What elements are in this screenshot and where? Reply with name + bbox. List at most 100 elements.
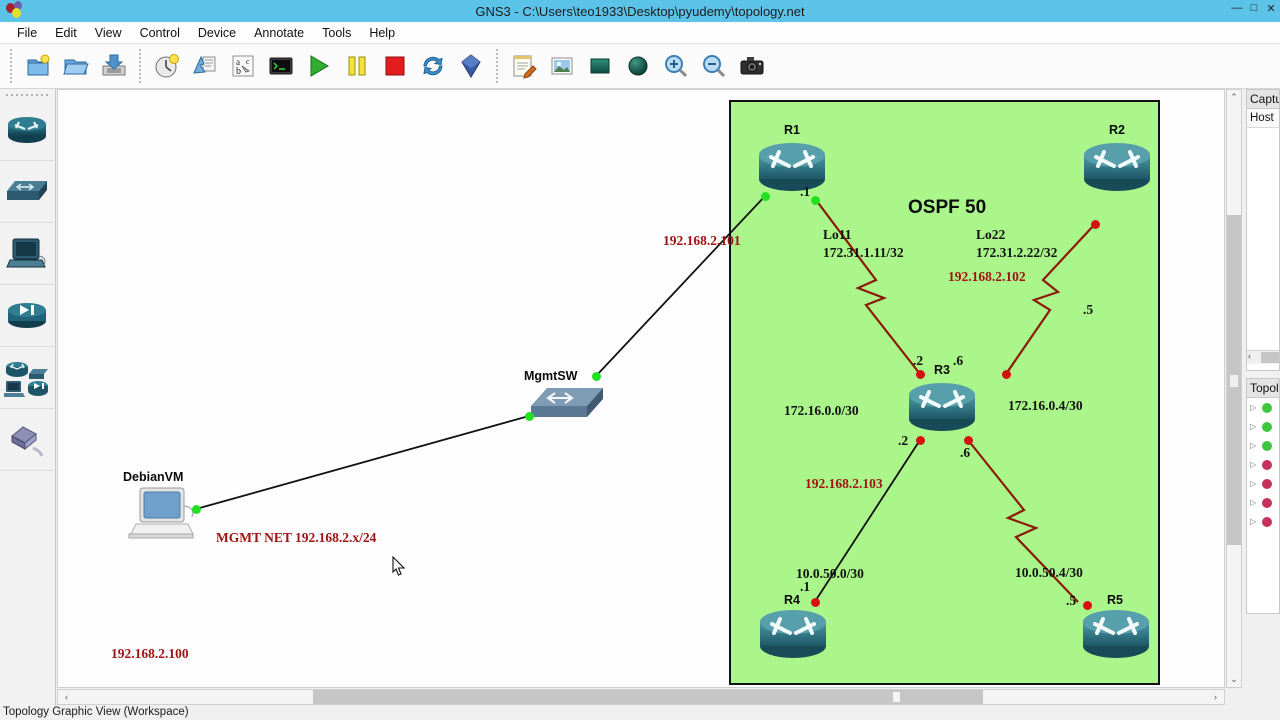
canvas-vertical-scrollbar[interactable]: ⌃ ⌄ bbox=[1226, 89, 1242, 688]
link-status-dot-r3-s03 bbox=[964, 436, 973, 445]
horizontal-scroll-thumb[interactable] bbox=[313, 690, 983, 704]
new-project-icon[interactable] bbox=[20, 47, 56, 85]
scroll-left-icon[interactable]: ‹ bbox=[65, 692, 68, 702]
link-status-dot-r3-s01 bbox=[1002, 370, 1011, 379]
topology-summary-dock: Topolo ▷ ▷ ▷ ▷ ▷ ▷ bbox=[1246, 378, 1280, 618]
virtualbox-icon[interactable] bbox=[453, 47, 489, 85]
interface-ip-r4-s00: .1 bbox=[800, 579, 811, 594]
scroll-down-icon[interactable]: ⌄ bbox=[1227, 672, 1241, 687]
maximize-icon[interactable]: □ bbox=[1250, 2, 1258, 14]
menu-help[interactable]: Help bbox=[369, 25, 396, 40]
snapshot-clock-icon[interactable] bbox=[149, 47, 185, 85]
topology-summary-body[interactable]: ▷ ▷ ▷ ▷ ▷ ▷ ▷ bbox=[1246, 398, 1280, 614]
switches-icon[interactable] bbox=[0, 161, 54, 223]
horizontal-scroll-grip bbox=[893, 692, 900, 702]
menu-view[interactable]: View bbox=[94, 25, 122, 40]
topology-summary-row-1[interactable]: ▷ bbox=[1247, 398, 1279, 417]
open-project-icon[interactable] bbox=[58, 47, 94, 85]
topology-summary-row-6[interactable]: ▷ bbox=[1247, 493, 1279, 512]
node-r1[interactable] bbox=[757, 139, 827, 199]
draw-ellipse-icon[interactable] bbox=[620, 47, 656, 85]
captures-column-host[interactable]: Host bbox=[1247, 109, 1279, 128]
topology-summary-row-4[interactable]: ▷ bbox=[1247, 455, 1279, 474]
minimize-icon[interactable]: — bbox=[1231, 2, 1243, 14]
expand-chevron-icon[interactable]: ▷ bbox=[1250, 498, 1257, 507]
topology-summary-row-7[interactable]: ▷ bbox=[1247, 512, 1279, 531]
node-mgmtsw[interactable] bbox=[529, 384, 605, 431]
menu-bar: File Edit View Control Device Annotate T… bbox=[0, 22, 1280, 44]
menu-device[interactable]: Device bbox=[197, 25, 237, 40]
zoom-out-icon[interactable] bbox=[696, 47, 732, 85]
reload-all-icon[interactable] bbox=[415, 47, 451, 85]
draw-rectangle-icon[interactable] bbox=[582, 47, 618, 85]
toolbar-drag-handle-3[interactable] bbox=[494, 49, 501, 83]
screenshot-icon[interactable] bbox=[734, 47, 770, 85]
vertical-scroll-thumb[interactable] bbox=[1227, 215, 1241, 545]
mgmt-address-r1: 192.168.2.101 bbox=[663, 233, 741, 248]
start-all-icon[interactable] bbox=[301, 47, 337, 85]
toolbar-drag-handle-2[interactable] bbox=[137, 49, 144, 83]
vertical-scroll-grip bbox=[1230, 375, 1238, 387]
scroll-up-icon[interactable]: ⌃ bbox=[1227, 90, 1241, 105]
node-r5[interactable] bbox=[1081, 606, 1151, 666]
all-devices-icon[interactable] bbox=[0, 347, 54, 409]
menu-tools[interactable]: Tools bbox=[322, 25, 352, 40]
menu-file[interactable]: File bbox=[17, 25, 38, 40]
topology-canvas[interactable]: OSPF 50 bbox=[57, 89, 1225, 688]
stop-all-icon[interactable] bbox=[377, 47, 413, 85]
terminal-icon[interactable] bbox=[263, 47, 299, 85]
node-debianvm[interactable] bbox=[126, 486, 196, 549]
scroll-right-icon[interactable]: › bbox=[1214, 692, 1217, 702]
console-all-nodes-icon[interactable]: a c b bbox=[225, 47, 261, 85]
topology-summary-row-2[interactable]: ▷ bbox=[1247, 417, 1279, 436]
status-led-icon bbox=[1262, 440, 1272, 451]
menu-edit[interactable]: Edit bbox=[55, 25, 77, 40]
device-toolbar-grip[interactable] bbox=[6, 91, 49, 99]
toolbar-drag-handle[interactable] bbox=[8, 49, 15, 83]
add-note-icon[interactable] bbox=[506, 47, 542, 85]
security-devices-icon[interactable] bbox=[0, 285, 54, 347]
pause-all-icon[interactable] bbox=[339, 47, 375, 85]
expand-chevron-icon[interactable]: ▷ bbox=[1250, 441, 1257, 450]
insert-image-icon[interactable] bbox=[544, 47, 580, 85]
save-project-icon[interactable] bbox=[96, 47, 132, 85]
menu-annotate[interactable]: Annotate bbox=[254, 25, 305, 40]
captures-scroll-left-icon[interactable]: ‹ bbox=[1248, 351, 1251, 361]
add-link-icon[interactable] bbox=[0, 409, 54, 471]
node-r2[interactable] bbox=[1082, 139, 1152, 199]
loopback-label-r1-name: Lo11 bbox=[823, 227, 852, 242]
captures-dock-body[interactable]: Host ‹ bbox=[1246, 109, 1280, 371]
node-label-debianvm: DebianVM bbox=[123, 470, 184, 484]
expand-chevron-icon[interactable]: ▷ bbox=[1250, 422, 1257, 431]
node-label-mgmtsw: MgmtSW bbox=[524, 369, 578, 383]
end-devices-icon[interactable] bbox=[0, 223, 54, 285]
topology-summary-row-5[interactable]: ▷ bbox=[1247, 474, 1279, 493]
mgmt-net-label: MGMT NET 192.168.2.x/24 bbox=[216, 530, 377, 545]
menu-control[interactable]: Control bbox=[139, 25, 180, 40]
link-status-dot-r1-s00 bbox=[811, 196, 820, 205]
link-status-dot-mgmtsw-right bbox=[592, 372, 601, 381]
topology-summary-row-3[interactable]: ▷ bbox=[1247, 436, 1279, 455]
main-toolbar: a c b bbox=[0, 44, 1280, 89]
show-hide-interface-labels-icon[interactable] bbox=[187, 47, 223, 85]
routers-icon[interactable] bbox=[0, 99, 54, 161]
node-r3[interactable] bbox=[907, 379, 977, 439]
captures-scroll-thumb[interactable] bbox=[1261, 352, 1279, 363]
expand-chevron-icon[interactable]: ▷ bbox=[1250, 479, 1257, 488]
expand-chevron-icon[interactable]: ▷ bbox=[1250, 403, 1257, 412]
gns3-balloons-icon bbox=[4, 1, 34, 21]
expand-chevron-icon[interactable]: ▷ bbox=[1250, 517, 1257, 526]
topology-summary-title[interactable]: Topolo bbox=[1246, 378, 1280, 398]
link-subnet-r3-r4: 10.0.50.0/30 bbox=[796, 566, 864, 581]
mgmt-address-r2: 192.168.2.102 bbox=[948, 269, 1026, 284]
svg-text:a: a bbox=[236, 57, 240, 67]
close-icon[interactable]: ✕ bbox=[1266, 2, 1276, 15]
captures-dock-title[interactable]: Captu bbox=[1246, 89, 1280, 109]
window-controls: — □ ✕ bbox=[1230, 1, 1278, 15]
captures-horizontal-scrollbar[interactable]: ‹ bbox=[1247, 350, 1279, 364]
canvas-horizontal-scrollbar[interactable]: ‹ › bbox=[57, 689, 1225, 705]
expand-chevron-icon[interactable]: ▷ bbox=[1250, 460, 1257, 469]
zoom-in-icon[interactable] bbox=[658, 47, 694, 85]
node-r4[interactable] bbox=[758, 606, 828, 666]
topology-graphic-view[interactable]: OSPF 50 bbox=[58, 90, 1224, 687]
